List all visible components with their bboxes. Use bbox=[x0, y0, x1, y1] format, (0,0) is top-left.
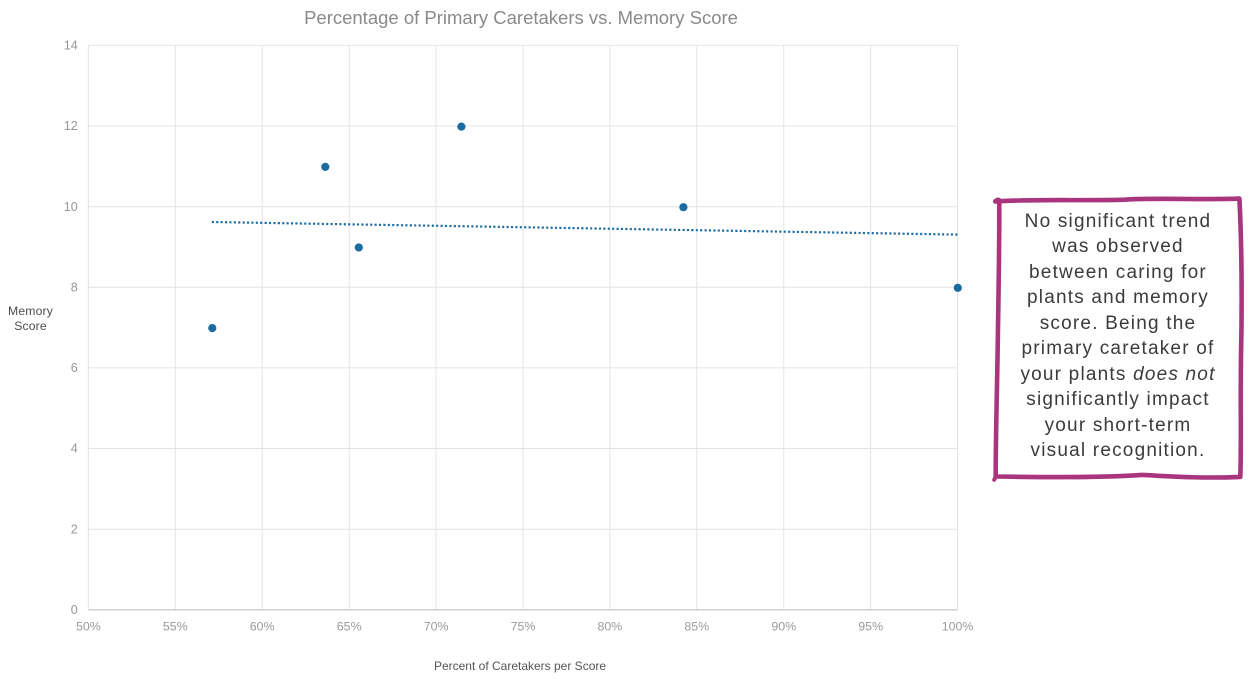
svg-text:85%: 85% bbox=[684, 620, 709, 634]
svg-text:4: 4 bbox=[71, 442, 78, 456]
svg-text:2: 2 bbox=[71, 522, 78, 536]
svg-text:50%: 50% bbox=[76, 620, 101, 634]
svg-text:12: 12 bbox=[64, 119, 78, 133]
svg-text:60%: 60% bbox=[250, 620, 275, 634]
svg-text:90%: 90% bbox=[771, 620, 796, 634]
svg-text:75%: 75% bbox=[511, 620, 536, 634]
svg-text:70%: 70% bbox=[424, 620, 449, 634]
svg-text:14: 14 bbox=[64, 39, 78, 53]
svg-text:8: 8 bbox=[71, 281, 78, 295]
svg-text:80%: 80% bbox=[597, 620, 622, 634]
svg-text:65%: 65% bbox=[337, 620, 362, 634]
svg-text:10: 10 bbox=[64, 200, 78, 214]
svg-text:55%: 55% bbox=[163, 620, 188, 634]
svg-text:6: 6 bbox=[71, 361, 78, 375]
svg-text:100%: 100% bbox=[942, 620, 974, 634]
svg-text:95%: 95% bbox=[858, 620, 883, 634]
svg-text:0: 0 bbox=[71, 603, 78, 617]
